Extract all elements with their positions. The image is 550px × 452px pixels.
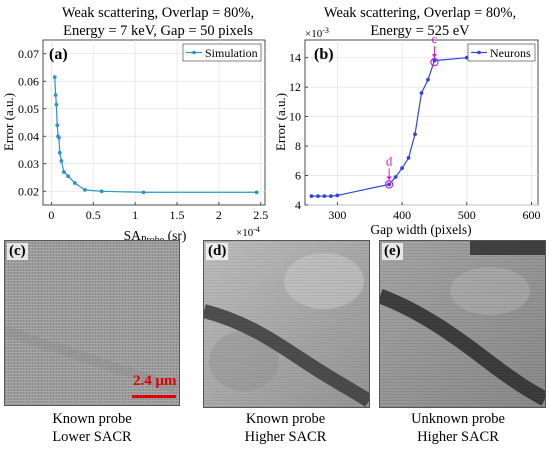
annotation-label: c [432, 31, 438, 46]
x-tick-label: 600 [523, 208, 541, 222]
panel-e-label: (e) [382, 243, 403, 260]
x-tick-label: 300 [328, 208, 346, 222]
data-point [66, 174, 71, 179]
data-point [54, 102, 59, 107]
panel-c-label: (c) [7, 243, 28, 260]
scale-bar-label: 2.4 μm [133, 373, 177, 389]
annotation-arrowhead [386, 176, 392, 181]
data-point [62, 170, 66, 174]
panel-d-caption: Known probe Higher SACR [244, 411, 327, 445]
data-point [57, 135, 61, 140]
chart-b-title-line2: Energy = 525 eV [370, 23, 470, 39]
panel-c-image: (c) 2.4 μm [4, 240, 180, 406]
data-point [316, 194, 320, 199]
data-point [328, 194, 333, 199]
data-point [52, 75, 57, 80]
y-tick-label: 12 [289, 80, 301, 94]
data-point [393, 175, 398, 179]
chart-b-ylabel: Error (a.u.) [275, 93, 288, 151]
x-tick-label: 1 [132, 208, 138, 222]
chart-a-title-line2: Energy = 7 keV, Gap = 50 pixels [63, 23, 253, 39]
chart-b-panel-label: (b) [314, 46, 334, 63]
y-tick-label: 0.07 [18, 47, 39, 61]
data-point [53, 93, 58, 97]
data-point [426, 77, 430, 82]
chart-a-legend: Simulation [182, 43, 262, 62]
data-point [335, 193, 340, 198]
y-tick-label: 4 [295, 198, 301, 212]
annotation-label: d [386, 153, 393, 168]
data-point [419, 91, 424, 95]
panel-d-image: (d) [203, 240, 370, 408]
data-point [406, 155, 411, 160]
y-tick-label: 0.02 [18, 184, 39, 198]
chart-a: Weak scattering, Overlap = 80%, Energy =… [1, 5, 268, 245]
data-point [400, 166, 404, 171]
data-point [57, 150, 62, 155]
data-point [432, 58, 437, 63]
y-tick-label: 8 [295, 139, 301, 153]
chart-a-title-line1: Weak scattering, Overlap = 80%, [62, 5, 254, 21]
chart-b-plot-area [304, 39, 539, 206]
y-tick-label: 6 [295, 169, 301, 183]
panel-d-label: (d) [206, 243, 229, 260]
panel-e-caption: Unknown probe Higher SACR [411, 411, 505, 445]
panel-c-caption: Known probe Lower SACR [52, 411, 132, 445]
annotation-marker [384, 180, 394, 189]
data-point [254, 190, 259, 195]
data-point [413, 132, 417, 137]
data-point [59, 159, 64, 163]
chart-b-y-multiplier: ×10-3 [305, 26, 329, 40]
annotation-marker [430, 57, 439, 67]
x-tick-label: 0 [48, 208, 54, 222]
y-tick-label: 10 [289, 110, 301, 124]
y-tick-label: 0.03 [18, 157, 39, 171]
x-tick-label: 2 [216, 208, 222, 222]
y-tick-label: 0.05 [18, 102, 39, 116]
panel-e-image: (e) [379, 240, 546, 408]
data-point [141, 190, 146, 195]
data-point [99, 189, 104, 194]
data-point [322, 194, 327, 199]
chart-a-ylabel: Error (a.u.) [1, 93, 16, 151]
x-tick-label: 2.5 [253, 208, 268, 222]
chart-b: Weak scattering, Overlap = 80%, Energy =… [275, 5, 541, 237]
chart-b-legend: Neurons [467, 43, 536, 62]
x-tick-label: 500 [458, 208, 476, 222]
y-tick-label: 0.06 [18, 74, 39, 88]
x-tick-label: 400 [393, 208, 411, 222]
data-point [309, 194, 314, 199]
chart-a-legend-entry: Simulation [205, 46, 258, 60]
chart-a-plot-area [42, 39, 266, 206]
data-point [55, 123, 60, 128]
data-point [82, 187, 87, 192]
x-tick-label: 1.5 [170, 208, 185, 222]
chart-a-x-multiplier: ×10-4 [236, 225, 260, 239]
chart-b-xlabel: Gap width (pixels) [370, 222, 471, 237]
chart-a-panel-label: (a) [49, 46, 68, 63]
data-point [387, 182, 392, 187]
series-line [311, 57, 532, 197]
y-tick-label: 14 [289, 51, 301, 65]
scale-bar [132, 395, 176, 398]
y-tick-label: 0.04 [18, 129, 39, 143]
annotation-arrowhead [431, 54, 437, 59]
chart-b-legend-entry: Neurons [490, 46, 531, 60]
x-tick-label: 0.5 [86, 208, 101, 222]
data-point [72, 181, 77, 185]
chart-b-title-line1: Weak scattering, Overlap = 80%, [324, 5, 516, 21]
